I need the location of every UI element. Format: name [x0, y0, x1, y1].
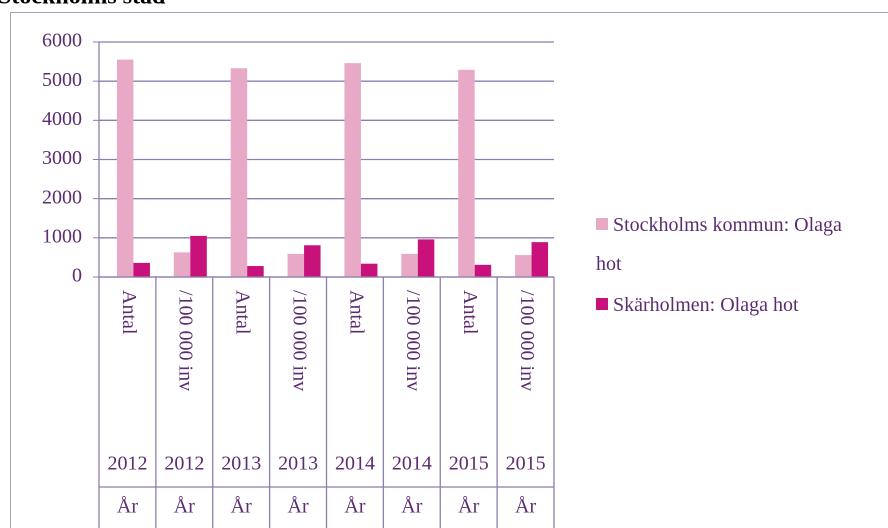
- legend-swatch: [596, 218, 608, 230]
- legend-item: Skärholmen: Olaga hot: [596, 286, 846, 325]
- y-tick-label: 3000: [42, 147, 82, 169]
- y-tick-label: 2000: [42, 186, 82, 208]
- bar: [116, 59, 134, 277]
- x-group-label: År: [288, 496, 309, 518]
- y-tick-label: 5000: [42, 69, 82, 91]
- bar: [417, 239, 435, 277]
- x-tick-label: Antal: [118, 290, 140, 335]
- chart-title: Stockholms stad: [0, 0, 166, 10]
- bar: [230, 68, 248, 277]
- x-year-label: 2014: [392, 453, 432, 475]
- y-tick-label: 0: [72, 265, 82, 287]
- x-tick-label: Antal: [232, 290, 254, 335]
- bar: [515, 255, 532, 277]
- x-tick-label: /100 000 inv: [175, 290, 197, 391]
- x-year-label: 2012: [164, 453, 204, 475]
- x-tick-label: Antal: [459, 290, 481, 335]
- bar: [344, 63, 361, 278]
- bar: [360, 263, 378, 277]
- x-group-label: År: [401, 496, 422, 518]
- x-group-label: År: [344, 496, 365, 518]
- x-year-label: 2012: [107, 453, 147, 475]
- x-tick-label: /100 000 inv: [288, 290, 310, 391]
- x-year-label: 2015: [506, 453, 546, 475]
- bar: [458, 69, 475, 277]
- y-tick-label: 6000: [42, 30, 82, 52]
- bar: [287, 253, 305, 277]
- legend-swatch: [596, 298, 608, 310]
- bar: [401, 253, 418, 277]
- legend-label: Stockholms kommun: Olaga hot: [596, 214, 842, 275]
- x-tick-label: /100 000 inv: [516, 290, 538, 391]
- x-year-label: 2013: [221, 453, 261, 475]
- legend-label: Skärholmen: Olaga hot: [613, 294, 799, 316]
- y-tick-label: 4000: [42, 108, 82, 130]
- bar: [304, 245, 321, 277]
- bar: [173, 252, 191, 277]
- x-group-label: År: [458, 496, 479, 518]
- x-group-label: År: [174, 496, 195, 518]
- x-year-label: 2015: [449, 453, 489, 475]
- x-group-label: År: [231, 496, 252, 518]
- x-group-label: År: [515, 496, 536, 518]
- x-group-label: År: [117, 496, 138, 518]
- bar: [190, 235, 207, 277]
- bar: [474, 264, 492, 277]
- y-tick-label: 1000: [42, 225, 82, 247]
- x-year-label: 2014: [335, 453, 375, 475]
- bar: [247, 266, 264, 277]
- bar: [133, 262, 150, 277]
- bar: [531, 242, 549, 277]
- x-year-label: 2013: [278, 453, 318, 475]
- x-tick-label: /100 000 inv: [402, 290, 424, 391]
- legend-item: Stockholms kommun: Olaga hot: [596, 206, 846, 284]
- x-tick-label: Antal: [345, 290, 367, 335]
- chart-frame: [10, 12, 888, 528]
